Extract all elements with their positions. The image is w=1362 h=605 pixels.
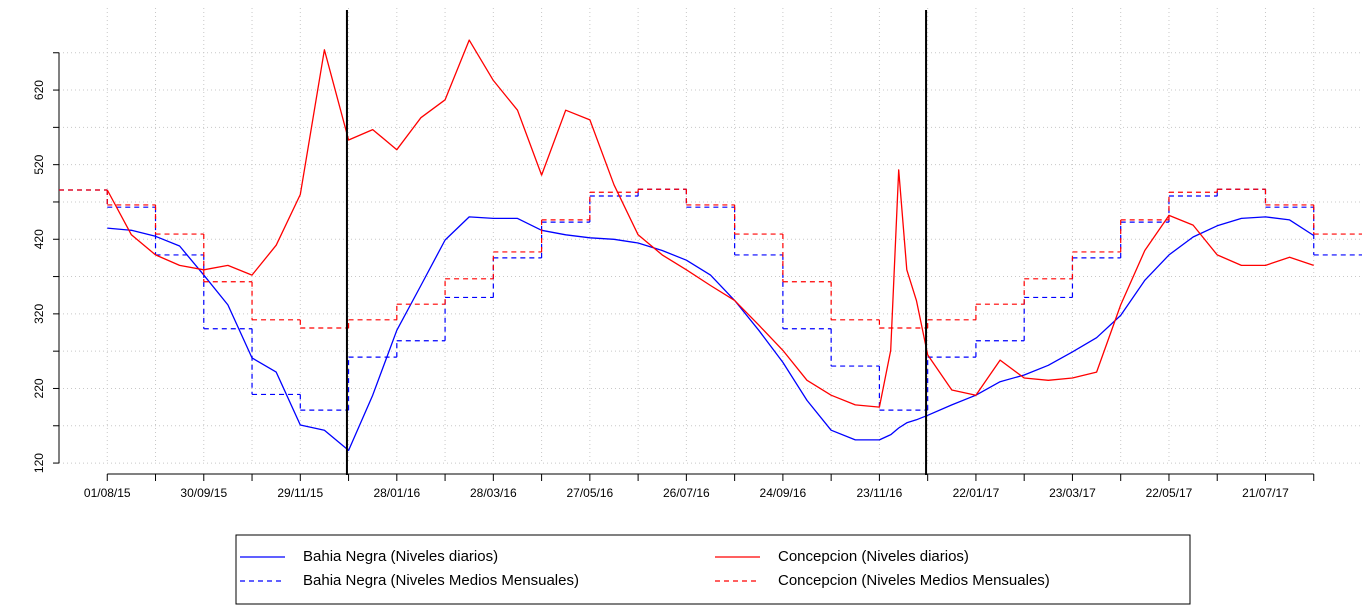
legend-label: Bahia Negra (Niveles diarios) xyxy=(303,548,498,565)
x-tick-label: 30/09/15 xyxy=(180,486,227,500)
legend-label: Bahia Negra (Niveles Medios Mensuales) xyxy=(303,572,579,589)
y-tick-label: 620 xyxy=(32,80,46,100)
y-tick-label: 120 xyxy=(32,453,46,473)
x-tick-label: 27/05/16 xyxy=(566,486,613,500)
y-tick-label: 320 xyxy=(32,304,46,324)
x-tick-label: 29/11/15 xyxy=(277,486,323,500)
legend-box xyxy=(235,534,1191,605)
x-tick-label: 26/07/16 xyxy=(663,486,710,500)
y-tick-label: 420 xyxy=(32,229,46,249)
y-tick-label: 520 xyxy=(32,154,46,174)
y-tick-label: 220 xyxy=(32,378,46,398)
line xyxy=(106,39,1314,408)
x-tick-label: 28/03/16 xyxy=(470,486,517,500)
legend-label: Concepcion (Niveles Medios Mensuales) xyxy=(778,572,1050,589)
line xyxy=(107,216,1315,452)
x-tick-label: 22/05/17 xyxy=(1146,486,1193,500)
legend-label: Concepcion (Niveles diarios) xyxy=(778,548,969,565)
x-tick-label: 24/09/16 xyxy=(760,486,807,500)
x-tick-label: 23/03/17 xyxy=(1049,486,1096,500)
x-tick-label: 28/01/16 xyxy=(373,486,420,500)
x-tick-label: 22/01/17 xyxy=(953,486,1000,500)
x-tick-label: 21/07/17 xyxy=(1242,486,1289,500)
x-tick-label: 23/11/16 xyxy=(856,486,902,500)
x-tick-label: 01/08/15 xyxy=(84,486,131,500)
